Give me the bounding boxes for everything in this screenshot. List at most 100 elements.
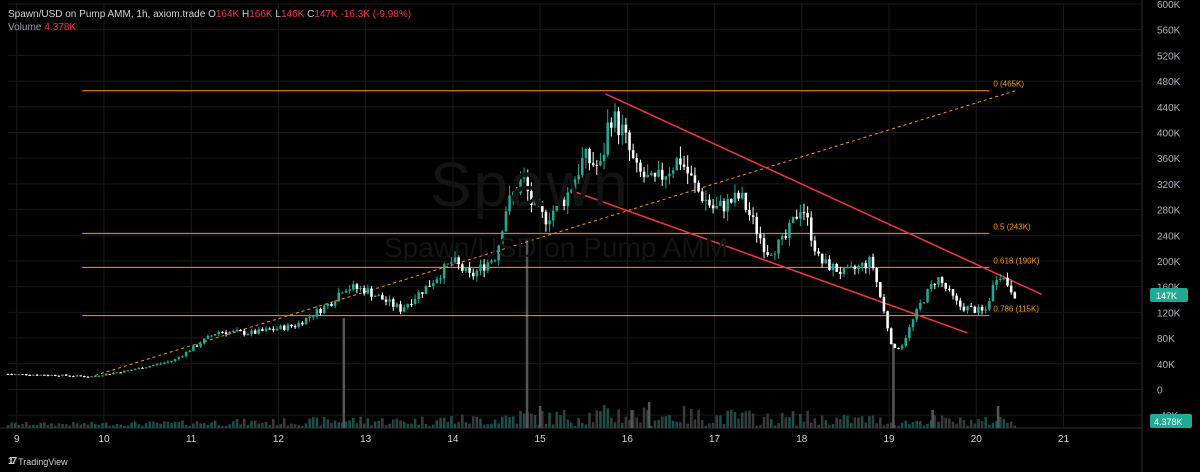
candle-body	[595, 164, 599, 166]
candle-body	[297, 322, 301, 327]
volume-bar	[751, 413, 755, 428]
volume-bar	[900, 422, 904, 428]
volume-bar	[704, 425, 708, 428]
candle-body	[853, 266, 857, 270]
volume-bar	[181, 420, 184, 428]
volume-bar	[1002, 419, 1006, 428]
volume-bars	[6, 238, 1017, 428]
volume-bar	[584, 424, 588, 428]
volume-bar	[958, 417, 962, 428]
volume-bar	[493, 419, 497, 428]
volume-bar	[631, 409, 635, 428]
time-tick-label: 17	[709, 434, 721, 445]
volume-bar	[213, 420, 217, 428]
candle-body	[344, 290, 348, 293]
candle-body	[391, 299, 395, 307]
candle-body	[192, 345, 195, 352]
volume-bar	[846, 415, 849, 428]
volume-bar	[690, 408, 693, 428]
candle-body	[275, 328, 279, 330]
volume-bar	[933, 415, 937, 428]
volume-spike	[647, 402, 651, 428]
candle-body	[453, 257, 457, 263]
candle-body	[759, 234, 762, 239]
volume-bar	[839, 419, 842, 428]
candle-body	[948, 288, 951, 290]
volume-bar	[759, 424, 762, 428]
candle-body	[842, 267, 846, 274]
candle-body	[788, 222, 791, 238]
volume-bar	[308, 418, 311, 428]
candle-body	[377, 295, 381, 297]
volume-bar	[246, 424, 250, 428]
candle-body	[962, 306, 966, 311]
candle-body	[64, 374, 68, 376]
candle-body	[606, 122, 609, 155]
candle-body	[319, 309, 322, 313]
candle-body	[519, 178, 522, 194]
candle-body	[762, 238, 766, 253]
volume-bar	[595, 410, 599, 428]
volume-bar	[431, 424, 435, 428]
volume-bar	[148, 421, 152, 428]
symbol-title[interactable]: Spawn/USD on Pump AMM, 1h, axiom.trade	[8, 9, 206, 20]
candle-body	[268, 328, 271, 330]
volume-bar	[893, 425, 897, 428]
candle-body	[57, 375, 61, 377]
volume-bar	[791, 411, 795, 428]
candle-body	[17, 374, 21, 376]
candle-body	[922, 302, 926, 304]
candle-body	[984, 309, 987, 311]
volume-bar	[671, 420, 675, 428]
volume-bar	[915, 420, 918, 428]
candle-body	[868, 257, 871, 269]
candle-body	[719, 200, 722, 207]
volume-bar	[620, 422, 624, 428]
candle-body	[224, 332, 228, 335]
time-tick-label: 16	[622, 434, 634, 445]
chart-legend: Spawn/USD on Pump AMM, 1h, axiom.trade O…	[8, 8, 411, 34]
volume-bar	[457, 421, 460, 428]
volume-bar	[922, 425, 926, 428]
candle-body	[537, 199, 540, 204]
candle-body	[744, 192, 748, 211]
candle-body	[748, 210, 751, 216]
volume-bar	[362, 423, 366, 428]
candle-body	[784, 236, 788, 238]
candle-body	[628, 132, 631, 151]
candle-body	[217, 331, 221, 334]
volume-bar	[504, 415, 508, 428]
candle-body	[664, 176, 668, 180]
candle-body	[566, 192, 570, 206]
candle-body	[326, 303, 330, 306]
candle-body	[137, 367, 141, 370]
candle-body	[104, 373, 108, 376]
volume-bar	[635, 417, 639, 428]
volume-bar	[897, 425, 900, 428]
candle-body	[486, 262, 490, 271]
candle-body	[439, 278, 442, 280]
candle-body	[991, 284, 995, 302]
candle-body	[791, 216, 795, 223]
tradingview-logo[interactable]: 17 TradingView	[8, 456, 68, 467]
candle-body	[250, 330, 253, 334]
candle-body	[631, 150, 635, 159]
candle-body	[795, 216, 798, 219]
volume-bar	[508, 417, 511, 428]
volume-bar	[868, 416, 871, 428]
volume-bar	[68, 425, 72, 428]
fib-label: 0.786 (115K)	[993, 305, 1039, 314]
volume-label: Volume	[8, 22, 42, 33]
volume-bar	[875, 423, 878, 428]
candle-body	[620, 124, 624, 136]
volume-bar	[377, 420, 381, 428]
candle-body	[126, 370, 130, 372]
grid	[0, 0, 1143, 472]
volume-bar	[10, 422, 13, 428]
candle-body	[108, 373, 112, 375]
candle-body	[988, 301, 991, 310]
candle-body	[577, 175, 580, 180]
candle-body	[526, 177, 530, 192]
volume-bar	[988, 424, 991, 428]
